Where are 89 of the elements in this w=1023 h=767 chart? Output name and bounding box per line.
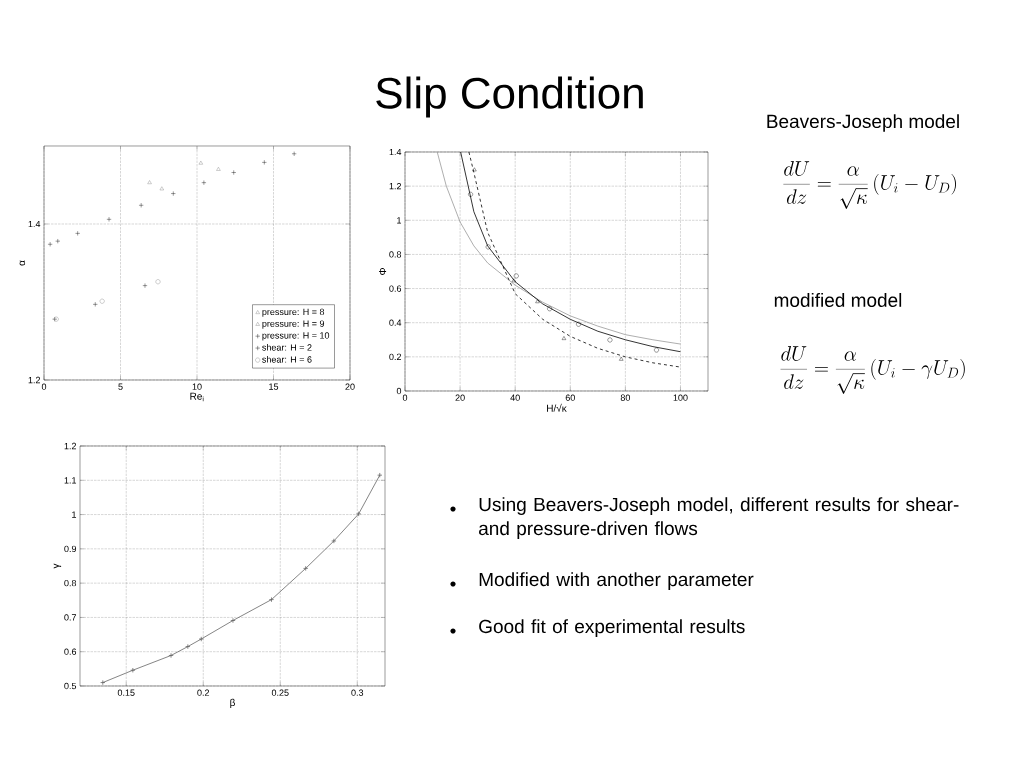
point: [303, 565, 309, 571]
point: [619, 356, 624, 361]
legend-label: pressure: H = 9: [262, 320, 325, 329]
y-tick-label: 0.5: [64, 682, 77, 690]
text: Using Beavers-Joseph model, different results for shear- and pressure-driven flows: [479, 497, 959, 539]
point: [159, 186, 164, 191]
x-tick-label: 60: [565, 394, 575, 401]
legend-label: pressure: H = 8: [262, 308, 325, 317]
point: [201, 180, 207, 186]
x-tick-label: 20: [345, 383, 355, 390]
y-tick-label: 1.4: [389, 148, 402, 156]
point: [75, 230, 81, 236]
point: [142, 283, 148, 289]
point: [485, 244, 491, 250]
point: [185, 643, 191, 650]
point: [198, 160, 203, 165]
x-axis-title: β: [230, 698, 235, 709]
y-tick-label: 0.2: [389, 353, 402, 361]
y-tick-label: 1.2: [64, 442, 77, 450]
y-tick-label: 0.9: [64, 545, 77, 553]
x-axis-title: Re$_{i}$: [190, 392, 204, 402]
y-axis-title: Φ: [379, 268, 387, 275]
point: [576, 321, 581, 327]
text: Good fit of experimental results: [479, 619, 745, 637]
x-tick-label: 0.2: [197, 689, 210, 696]
point: [138, 202, 144, 208]
y-tick-label: 0.4: [389, 319, 402, 326]
point: [55, 238, 61, 244]
legend-label: pressure: H = 10: [262, 332, 330, 341]
point: [106, 216, 112, 222]
point: [472, 167, 477, 172]
y-tick-label: 1: [72, 511, 77, 518]
y-tick-label: 1.4: [28, 220, 41, 228]
text: Slip Condition: [376, 76, 643, 118]
legend-label: shear: H = 6: [262, 356, 312, 363]
point: [607, 337, 613, 343]
point: [331, 538, 337, 544]
y-axis-title: γ: [53, 563, 62, 569]
x-axis-title: H/√κ: [547, 403, 567, 412]
point: [356, 511, 362, 517]
text: Modified with another parameter: [479, 572, 754, 590]
x-tick-label: 20: [455, 394, 465, 401]
x-tick-label: 0.15: [117, 689, 135, 696]
point: [654, 347, 659, 353]
point: [230, 617, 236, 624]
point: [147, 180, 152, 184]
point: [468, 191, 473, 197]
y-tick-label: 0.8: [389, 251, 402, 258]
x-tick-label: 40: [510, 394, 520, 401]
point: [511, 278, 516, 283]
x-tick-label: 0: [402, 394, 408, 401]
point: [216, 167, 221, 171]
point: [92, 301, 98, 307]
text: Beavers-Joseph model: [767, 114, 959, 132]
y-tick-label: 1.2: [28, 376, 41, 384]
point: [170, 191, 176, 196]
point: [168, 652, 174, 659]
point: [261, 159, 267, 165]
y-tick-label: 0.6: [64, 648, 77, 655]
point: [155, 279, 161, 285]
y-tick-label: 0.8: [64, 579, 77, 587]
point: [547, 306, 553, 312]
x-tick-label: 0.3: [351, 689, 364, 696]
text: $\frac{dU}{dz}=\frac{\alpha}{\sqrt{\kappa}}\left(U_i-\gamma U_D\right)$: [780, 346, 965, 394]
point: [99, 298, 105, 304]
point: [198, 636, 204, 642]
point: [535, 299, 540, 304]
point: [561, 336, 567, 340]
y-tick-label: 0.6: [389, 285, 402, 292]
y-tick-label: 0.7: [64, 614, 77, 621]
point: [291, 151, 297, 157]
text: modified model: [774, 293, 902, 307]
x-tick-label: 5: [118, 383, 123, 390]
text: $\frac{dU}{dz}=\frac{\alpha}{\sqrt{\kappa}}\left(U_i-U_D\right)$: [783, 161, 956, 209]
x-tick-label: 15: [269, 383, 279, 390]
x-tick-label: 10: [192, 383, 202, 390]
point: [47, 241, 53, 247]
x-tick-label: 80: [620, 394, 631, 401]
x-tick-label: 0: [41, 383, 47, 390]
y-tick-label: 1: [397, 217, 402, 224]
y-tick-label: 1.1: [64, 477, 77, 484]
point: [268, 597, 275, 603]
x-tick-label: 0.25: [271, 689, 289, 696]
point: [130, 667, 136, 673]
point: [513, 273, 519, 279]
legend-label: shear: H = 2: [262, 344, 312, 351]
y-axis-title: α: [19, 260, 26, 266]
x-tick-label: 100: [673, 394, 688, 401]
y-tick-label: 1.2: [389, 182, 402, 190]
